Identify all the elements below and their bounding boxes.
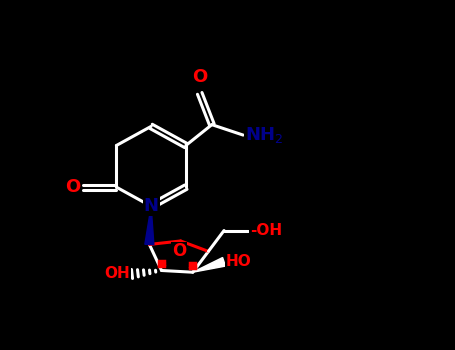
Text: O: O bbox=[172, 243, 186, 260]
Text: O: O bbox=[192, 69, 207, 86]
Text: O: O bbox=[65, 178, 80, 196]
Polygon shape bbox=[145, 206, 154, 245]
Text: HO: HO bbox=[226, 254, 252, 269]
Text: N: N bbox=[144, 197, 159, 215]
Text: OH: OH bbox=[105, 266, 130, 281]
Polygon shape bbox=[193, 258, 226, 272]
Text: -OH: -OH bbox=[250, 223, 282, 238]
Text: NH$_2$: NH$_2$ bbox=[245, 125, 283, 145]
